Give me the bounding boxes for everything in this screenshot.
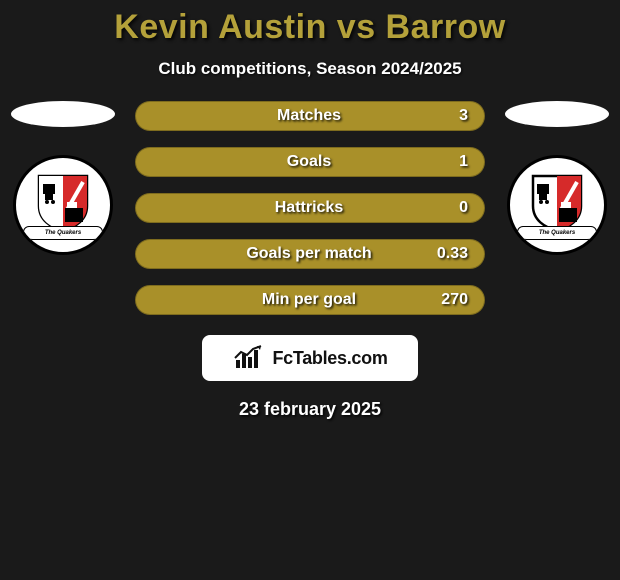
stat-value: 270 <box>430 291 468 309</box>
stat-value: 3 <box>430 107 468 125</box>
crest-ribbon: The Quakers <box>23 226 103 240</box>
stat-bar: Matches 3 <box>135 101 485 131</box>
left-team-crest: The Quakers <box>13 155 113 255</box>
stat-label: Matches <box>158 107 430 125</box>
stat-label: Min per goal <box>158 291 430 309</box>
left-ellipse-placeholder <box>11 101 115 127</box>
logo-text: FcTables.com <box>272 348 387 369</box>
right-side: The Quakers <box>503 101 611 255</box>
stat-label: Goals <box>158 153 430 171</box>
stat-label: Hattricks <box>158 199 430 217</box>
fctables-logo[interactable]: FcTables.com <box>202 335 418 381</box>
stat-label: Goals per match <box>158 245 430 263</box>
stat-bar: Goals 1 <box>135 147 485 177</box>
right-team-crest: The Quakers <box>507 155 607 255</box>
stats-card: Kevin Austin vs Barrow Club competitions… <box>0 0 620 420</box>
stat-bar: Min per goal 270 <box>135 285 485 315</box>
stat-bars: Matches 3 Goals 1 Hattricks 0 Goals per … <box>135 101 485 315</box>
right-ellipse-placeholder <box>505 101 609 127</box>
stat-bar: Hattricks 0 <box>135 193 485 223</box>
page-title: Kevin Austin vs Barrow <box>0 8 620 47</box>
left-side: The Quakers <box>9 101 117 255</box>
main-layout: The Quakers Matches 3 Goals 1 Hattricks … <box>0 101 620 315</box>
crest-shield-icon <box>35 172 91 232</box>
crest-shield-icon <box>529 172 585 232</box>
crest-ribbon: The Quakers <box>517 226 597 240</box>
date-label: 23 february 2025 <box>0 399 620 420</box>
stat-bar: Goals per match 0.33 <box>135 239 485 269</box>
stat-value: 1 <box>430 153 468 171</box>
stat-value: 0 <box>430 199 468 217</box>
stat-value: 0.33 <box>430 245 468 263</box>
subtitle: Club competitions, Season 2024/2025 <box>0 59 620 79</box>
bar-chart-icon <box>232 344 266 372</box>
